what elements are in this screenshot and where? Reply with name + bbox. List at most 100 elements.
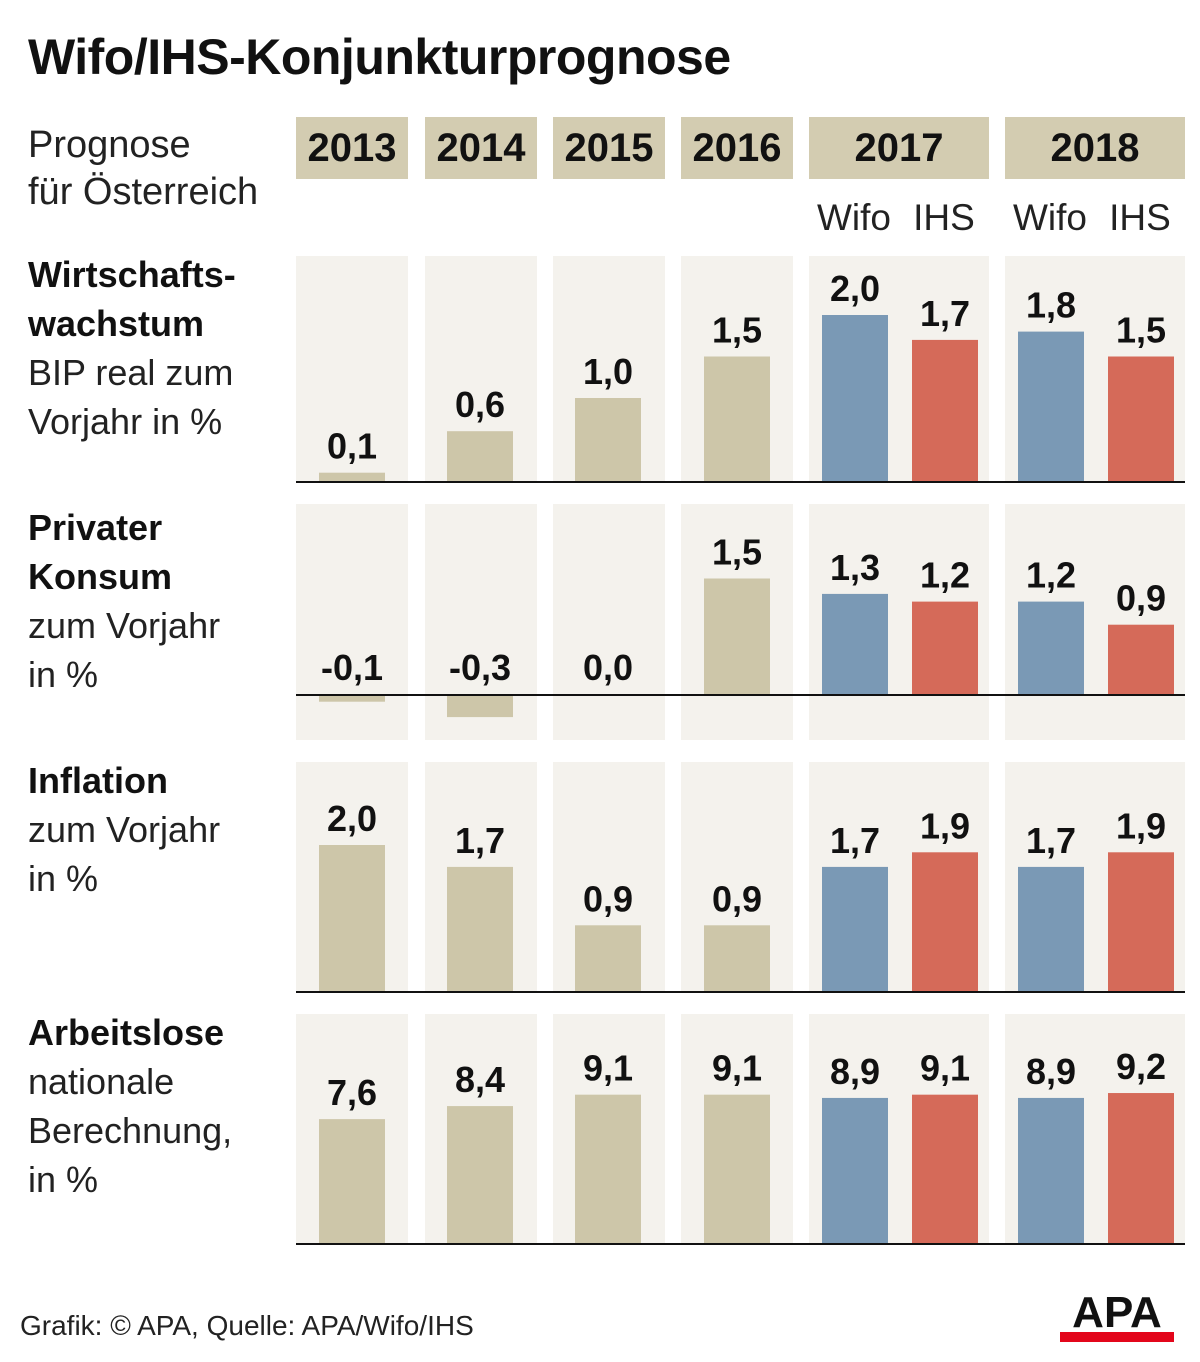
- bar-inflation-2015: [575, 925, 641, 991]
- row-label-line-4: Vorjahr in %: [28, 401, 223, 442]
- bar-konsum-2017-wifo: [822, 593, 888, 694]
- bar-wachstum-2014: [447, 431, 513, 481]
- row-label-line-3: zum Vorjahr: [28, 809, 221, 850]
- bar-wachstum-2016: [704, 356, 770, 481]
- row-label-wirtschaftswachstum: Wirtschafts- wachstum BIP real zum Vorja…: [28, 250, 293, 446]
- value-label-arbeitslose-2017-wifo: 8,9: [830, 1051, 880, 1092]
- row-label-bold-1: Wirtschafts-: [28, 254, 236, 295]
- bar-chart-grid: 0,1 0,6 1,0 1,5 2,0 1,7 1,8 1,5 -0,1 -0,3 0,0 1,5 1,…: [296, 256, 1185, 1245]
- bar-arbeitslose-2014: [447, 1106, 513, 1243]
- value-label-konsum-2013: -0,1: [321, 647, 383, 688]
- value-label-arbeitslose-2018-ihs: 9,2: [1116, 1046, 1166, 1087]
- value-label-konsum-2018-wifo: 1,2: [1026, 555, 1076, 596]
- bar-konsum-2018-ihs: [1108, 624, 1174, 694]
- value-label-konsum-2017-ihs: 1,2: [920, 555, 970, 596]
- row-label-line-3: Berechnung,: [28, 1110, 233, 1151]
- chart-subtitle: Prognose für Österreich: [28, 122, 288, 216]
- value-label-arbeitslose-2018-wifo: 8,9: [1026, 1051, 1076, 1092]
- bar-inflation-2016: [704, 925, 770, 991]
- source-footer: Grafik: © APA, Quelle: APA/Wifo/IHS: [20, 1310, 474, 1341]
- value-label-arbeitslose-2014: 8,4: [455, 1059, 505, 1100]
- subtitle-line-2: für Österreich: [28, 171, 259, 213]
- value-label-wachstum-2018-wifo: 1,8: [1026, 285, 1076, 326]
- row-label-privater-konsum: Privater Konsum zum Vorjahr in %: [28, 503, 293, 699]
- value-label-inflation-2013: 2,0: [327, 798, 377, 839]
- year-header-2013: 2013: [296, 117, 408, 179]
- bar-arbeitslose-2018-ihs: [1108, 1093, 1174, 1243]
- bar-inflation-2013: [319, 845, 385, 991]
- value-label-inflation-2016: 0,9: [712, 878, 762, 919]
- bar-konsum-2018-wifo: [1018, 601, 1084, 694]
- value-label-inflation-2017-wifo: 1,7: [830, 820, 880, 861]
- value-label-arbeitslose-2016: 9,1: [712, 1048, 762, 1089]
- row-label-line-3: zum Vorjahr: [28, 605, 221, 646]
- apa-logo-text: APA: [1072, 1290, 1162, 1337]
- panel-bg-konsum-2: [553, 504, 665, 740]
- value-label-wachstum-2017-wifo: 2,0: [830, 268, 880, 309]
- year-header-2015: 2015: [553, 117, 665, 179]
- value-label-konsum-2016: 1,5: [712, 532, 762, 573]
- row-label-bold-2: wachstum: [28, 303, 205, 344]
- value-label-arbeitslose-2013: 7,6: [327, 1072, 377, 1113]
- year-header-2018: 2018: [1005, 117, 1185, 179]
- row-label-bold-1: Inflation: [28, 760, 168, 801]
- value-label-inflation-2018-wifo: 1,7: [1026, 820, 1076, 861]
- bar-konsum-2016: [704, 578, 770, 694]
- row-label-line-3: BIP real zum: [28, 352, 234, 393]
- panel-bg-konsum-0: [296, 504, 408, 740]
- bar-arbeitslose-2017-wifo: [822, 1097, 888, 1243]
- value-label-arbeitslose-2017-ihs: 9,1: [920, 1048, 970, 1089]
- value-label-wachstum-2018-ihs: 1,5: [1116, 310, 1166, 351]
- bar-wachstum-2017-wifo: [822, 315, 888, 481]
- row-label-line-4: in %: [28, 1159, 99, 1200]
- bar-wachstum-2015: [575, 398, 641, 481]
- bar-arbeitslose-2013: [319, 1119, 385, 1243]
- bar-arbeitslose-2017-ihs: [912, 1094, 978, 1243]
- row-label-bold-2: nationale: [28, 1061, 175, 1102]
- bar-arbeitslose-2015: [575, 1094, 641, 1243]
- bar-wachstum-2018-wifo: [1018, 331, 1084, 481]
- year-header-2014: 2014: [425, 117, 537, 179]
- value-label-inflation-2015: 0,9: [583, 878, 633, 919]
- value-label-konsum-2018-ihs: 0,9: [1116, 578, 1166, 619]
- panel-bg-wachstum-0: [296, 256, 408, 482]
- bar-wachstum-2018-ihs: [1108, 356, 1174, 481]
- row-label-line-4: in %: [28, 858, 99, 899]
- value-label-wachstum-2013: 0,1: [327, 426, 377, 467]
- bar-arbeitslose-2016: [704, 1094, 770, 1243]
- source-label-ihs-2018: IHS: [1109, 197, 1171, 238]
- apa-logo: APA: [1060, 1290, 1174, 1342]
- row-label-bold-2: Konsum: [28, 556, 172, 597]
- value-label-wachstum-2016: 1,5: [712, 310, 762, 351]
- year-header-2017: 2017: [809, 117, 989, 179]
- year-header-2016: 2016: [681, 117, 793, 179]
- bar-inflation-2018-wifo: [1018, 866, 1084, 991]
- bar-konsum-2017-ihs: [912, 601, 978, 694]
- row-label-line-4: in %: [28, 654, 99, 695]
- bar-inflation-2017-wifo: [822, 866, 888, 991]
- value-label-wachstum-2015: 1,0: [583, 351, 633, 392]
- bar-konsum-2013: [319, 694, 385, 702]
- row-label-bold-1: Privater: [28, 507, 163, 548]
- row-label-arbeitslose: Arbeitslose nationale Berechnung, in %: [28, 1008, 293, 1204]
- source-label-wifo-2017: Wifo: [817, 197, 891, 238]
- row-label-inflation: Inflation zum Vorjahr in %: [28, 756, 293, 903]
- value-label-konsum-2017-wifo: 1,3: [830, 547, 880, 588]
- chart-title: Wifo/IHS-Konjunkturprognose: [28, 29, 731, 85]
- value-label-inflation-2018-ihs: 1,9: [1116, 805, 1166, 846]
- value-label-konsum-2015: 0,0: [583, 647, 633, 688]
- subtitle-line-1: Prognose: [28, 124, 191, 166]
- row-label-bold-1: Arbeitslose: [28, 1012, 225, 1053]
- bar-konsum-2014: [447, 694, 513, 718]
- value-label-wachstum-2014: 0,6: [455, 384, 505, 425]
- value-label-inflation-2017-ihs: 1,9: [920, 805, 970, 846]
- bar-inflation-2017-ihs: [912, 852, 978, 991]
- value-label-arbeitslose-2015: 9,1: [583, 1048, 633, 1089]
- value-label-wachstum-2017-ihs: 1,7: [920, 293, 970, 334]
- bar-wachstum-2013: [319, 472, 385, 481]
- source-label-ihs-2017: IHS: [913, 197, 975, 238]
- source-label-wifo-2018: Wifo: [1013, 197, 1087, 238]
- bar-arbeitslose-2018-wifo: [1018, 1097, 1084, 1243]
- value-label-konsum-2014: -0,3: [449, 647, 511, 688]
- bar-inflation-2014: [447, 866, 513, 991]
